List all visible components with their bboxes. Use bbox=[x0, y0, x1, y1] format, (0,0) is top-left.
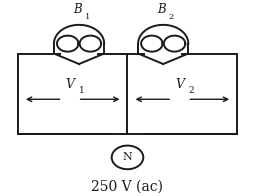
Text: 1: 1 bbox=[78, 86, 84, 95]
Text: 1: 1 bbox=[84, 13, 90, 21]
Text: V: V bbox=[174, 78, 184, 91]
Text: B: B bbox=[157, 3, 166, 16]
Text: B: B bbox=[73, 3, 82, 16]
Text: 2: 2 bbox=[188, 86, 193, 95]
Text: 250 V (ac): 250 V (ac) bbox=[91, 180, 163, 194]
Text: N: N bbox=[122, 152, 132, 162]
Text: 2: 2 bbox=[168, 13, 173, 21]
Text: V: V bbox=[65, 78, 74, 91]
